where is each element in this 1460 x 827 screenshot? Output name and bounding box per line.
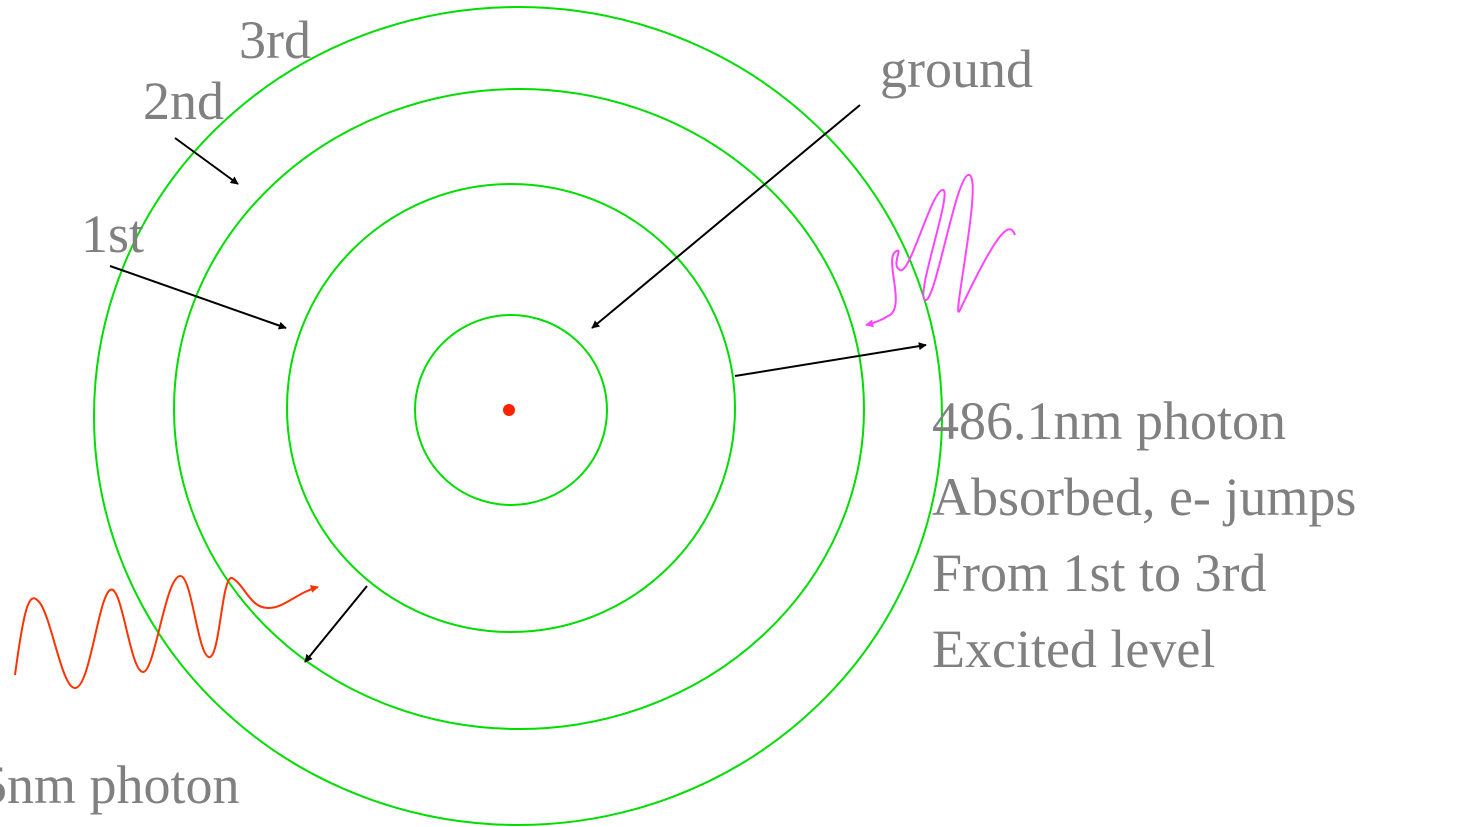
absorption-description: 486.1nm photon Absorbed, e- jumps From 1… [932,383,1356,687]
ground-state-label: ground [880,39,1033,99]
orbit-first-excited [286,183,736,633]
electron-drop-down-arrow [304,585,368,663]
nucleus-dot [503,404,515,416]
absorption-line-2: Absorbed, e- jumps [932,467,1357,527]
emitted-photon-label: 5nm photon [0,755,240,815]
orbit-ground [414,314,608,506]
second-pointer-arrow [174,137,239,185]
third-orbit-label: 3rd [239,10,311,70]
first-orbit-label: 1st [81,204,145,264]
emitted-photon-wave [14,575,319,690]
orbit-third-excited [93,6,943,826]
absorption-line-4: Excited level [932,619,1216,679]
first-pointer-arrow [109,265,287,330]
electron-jump-up-arrow [734,342,927,377]
absorbed-photon-wave [865,173,1016,328]
absorption-line-3: From 1st to 3rd [932,543,1267,603]
absorption-line-1: 486.1nm photon [932,391,1287,451]
ground-pointer-arrow [591,104,861,329]
second-orbit-label: 2nd [143,71,224,131]
orbit-second-excited [173,88,865,730]
